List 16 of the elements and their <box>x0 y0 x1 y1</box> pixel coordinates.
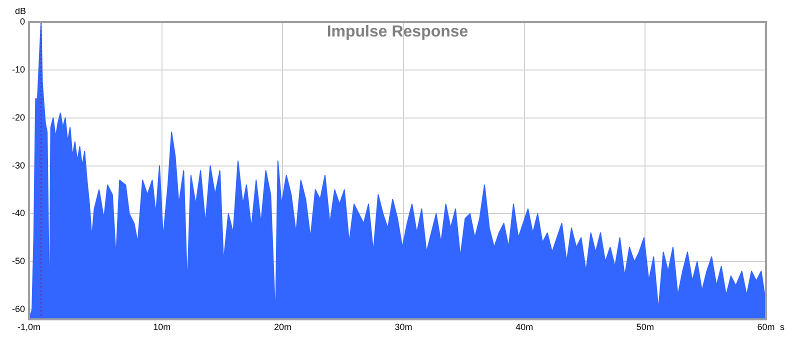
x-axis-title: s <box>780 322 785 332</box>
x-tick-label: 10m <box>153 322 171 332</box>
x-tick-label: 40m <box>516 322 534 332</box>
x-tick-label: -1,0m <box>18 322 41 332</box>
chart-title: Impulse Response <box>326 23 468 40</box>
x-tick-label: 60m <box>757 322 775 332</box>
y-tick-label: -20 <box>12 112 26 122</box>
y-tick-label: -30 <box>12 160 26 170</box>
y-tick-label: -60 <box>12 304 26 314</box>
x-tick-label: 30m <box>394 322 412 332</box>
y-tick-label: -10 <box>12 64 26 74</box>
y-tick-label: 0 <box>20 16 26 26</box>
x-tick-label: 50m <box>636 322 654 332</box>
y-tick-label: -50 <box>12 256 26 266</box>
y-tick-label: -40 <box>12 208 26 218</box>
x-tick-label: 20m <box>274 322 292 332</box>
